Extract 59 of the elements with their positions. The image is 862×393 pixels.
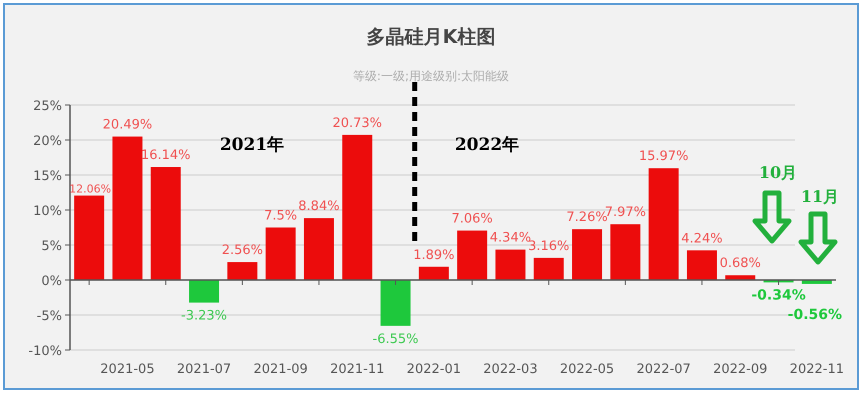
data-label: 15.97% [638,149,688,164]
data-label: 7.5% [264,208,298,224]
x-tick-label: 2021-07 [176,362,232,377]
bar [227,262,258,280]
bar [304,218,334,280]
chart-subtitle: 等级:一级;用途级别:太阳能级 [352,69,510,83]
data-label: 2.56% [222,243,264,258]
x-tick-label: 2021-11 [330,362,384,377]
bar [266,228,296,280]
y-tick-label: 0% [41,274,62,289]
x-tick-label: 2022-09 [713,362,768,377]
y-tick-label: -10% [28,344,62,359]
data-label: 8.84% [298,199,340,214]
data-label: -0.34% [751,287,806,304]
bar [725,275,756,280]
bar [534,258,564,280]
y-tick-label: 25% [33,99,62,114]
data-label: 20.49% [102,118,152,133]
y-tick-label: 5% [41,239,62,254]
y-tick-label: 20% [33,134,62,149]
bar [112,136,142,280]
bar [189,280,220,303]
data-label: 1.89% [413,248,455,263]
bar [495,250,526,280]
x-tick-label: 2021-09 [253,362,308,377]
data-label: -6.55% [372,332,419,347]
bar [418,266,449,280]
annotation: 2021年 [220,135,284,155]
annotation: 2022年 [454,135,520,155]
x-tick-label: 2022-11 [790,362,844,377]
chart-title: 多晶硅月K柱图 [366,26,496,48]
data-label: -0.56% [788,306,842,323]
bar [648,168,679,280]
bar [150,167,181,280]
data-label: 16.14% [140,148,191,164]
data-label: 7.26% [566,210,608,226]
annotation: 11月 [800,187,840,206]
bar [686,250,717,280]
x-tick-label: 2022-03 [483,362,538,377]
x-tick-label: 2021-05 [100,362,155,377]
data-label: 0.68% [720,256,761,272]
annotation: 10月 [758,163,798,182]
y-tick-label: -5% [36,309,62,324]
data-label: 7.06% [451,212,493,227]
data-label: -3.23% [181,308,228,324]
bar [457,230,488,280]
y-tick-label: 15% [33,169,62,184]
bar [572,229,602,280]
x-tick-label: 2022-05 [560,362,614,377]
x-tick-label: 2022-07 [636,362,691,377]
data-label: 4.34% [490,230,532,246]
bar [74,196,104,280]
x-tick-label: 2022-01 [406,362,462,377]
bar [342,134,372,280]
y-tick-label: 10% [33,204,62,219]
data-label: 20.73% [332,116,382,131]
data-label: 4.24% [681,231,723,246]
bar [610,224,640,280]
bar [380,280,411,326]
